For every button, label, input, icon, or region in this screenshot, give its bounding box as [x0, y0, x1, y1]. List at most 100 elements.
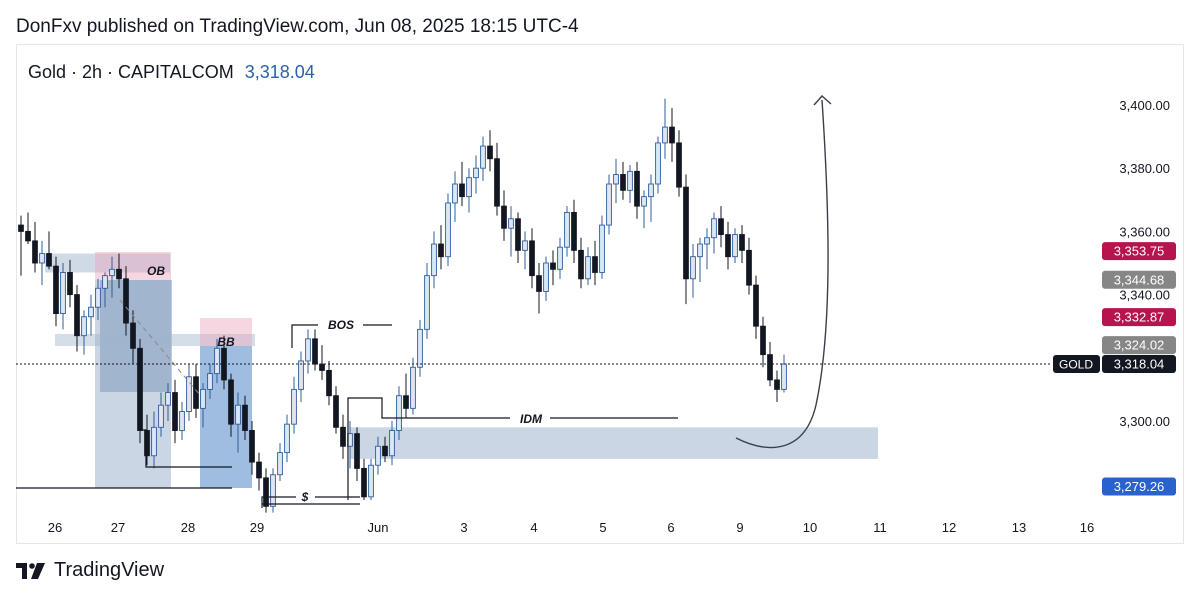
candle-body	[522, 240, 528, 251]
candle	[480, 136, 486, 181]
candle	[109, 256, 115, 298]
candle	[578, 237, 584, 289]
candle	[774, 370, 780, 403]
bb-label: BB	[217, 335, 235, 349]
candle	[130, 310, 136, 365]
candle	[319, 345, 325, 380]
candle-body	[326, 369, 332, 397]
candle	[67, 259, 73, 308]
candle	[361, 458, 367, 500]
symbol-tag-text: GOLD	[1059, 357, 1093, 371]
price-label-box	[1102, 242, 1176, 261]
candle	[263, 468, 269, 513]
candle-body	[599, 224, 605, 273]
structure-line	[140, 429, 232, 468]
candle	[732, 228, 738, 263]
candle-body	[592, 256, 598, 273]
candle-body	[627, 170, 633, 191]
candle	[522, 231, 528, 270]
candle	[326, 360, 332, 406]
candle	[242, 395, 248, 440]
candle-body	[410, 366, 416, 409]
candle	[592, 240, 598, 286]
tradingview-logo-icon	[16, 562, 45, 579]
candle	[508, 206, 514, 257]
candle-body	[116, 268, 122, 280]
x-tick-label: 9	[736, 520, 743, 535]
candle	[494, 142, 500, 216]
candle-body	[669, 126, 675, 144]
candle-body	[389, 430, 395, 457]
candle	[424, 263, 430, 339]
tradingview-brand[interactable]: TradingView	[16, 559, 164, 582]
candle	[739, 225, 745, 263]
candle	[123, 266, 129, 336]
candle-body	[578, 249, 584, 280]
candle	[438, 225, 444, 270]
candle	[340, 414, 346, 459]
candle	[375, 436, 381, 475]
candle	[529, 228, 535, 289]
idm-line-left	[347, 397, 510, 500]
x-tick-label: 3	[460, 520, 467, 535]
symbol-name: Gold · 2h · CAPITALCOM	[28, 62, 234, 82]
price-label-gray: 3,324.02	[1102, 336, 1176, 355]
candle-body	[753, 284, 759, 327]
candle-body	[585, 256, 591, 280]
candle	[88, 294, 94, 336]
x-tick-label: 28	[181, 520, 195, 535]
candle	[102, 272, 108, 308]
candle-body	[179, 411, 185, 431]
candle	[333, 386, 339, 434]
x-tick-label: 10	[803, 520, 817, 535]
candle	[473, 155, 479, 194]
candle	[207, 364, 213, 399]
projection-arrow	[735, 99, 829, 449]
candle-body	[60, 272, 66, 315]
candle-body	[186, 376, 192, 412]
candle-body	[214, 347, 220, 375]
candle	[760, 316, 766, 368]
candle	[186, 364, 192, 421]
candle-body	[697, 243, 703, 258]
candle	[235, 392, 241, 453]
candle-body	[557, 246, 563, 270]
candle	[627, 165, 633, 203]
candle	[151, 411, 157, 469]
candle	[165, 383, 171, 421]
candle	[557, 237, 563, 279]
candle	[60, 263, 66, 330]
candle	[606, 174, 612, 235]
candle	[431, 231, 437, 289]
candle-body	[158, 404, 164, 428]
price-label-box	[1102, 270, 1176, 289]
candle	[32, 221, 38, 273]
candle-body	[361, 467, 367, 498]
x-tick-label: 4	[530, 520, 537, 535]
x-tick-label: 13	[1012, 520, 1026, 535]
x-tick-label: 5	[599, 520, 606, 535]
candle-body	[403, 395, 409, 409]
candle	[270, 468, 276, 513]
price-label-box	[1102, 477, 1176, 496]
candle-body	[487, 145, 493, 160]
candle-body	[200, 388, 206, 409]
candle-body	[172, 392, 178, 431]
candle-body	[151, 426, 157, 457]
symbol-legend[interactable]: Gold · 2h · CAPITALCOM 3,318.04	[28, 62, 315, 83]
y-tick-label: 3,340.00	[1119, 288, 1170, 303]
candle	[655, 136, 661, 194]
price-label-box	[1102, 354, 1176, 373]
candle-body	[515, 218, 521, 251]
price-label-red: 3,353.75	[1102, 242, 1176, 261]
symbol-tag-box	[1053, 354, 1100, 373]
candle-body	[284, 423, 290, 454]
candle-body	[760, 325, 766, 356]
candle	[144, 414, 150, 466]
candle-body	[431, 243, 437, 277]
ob-body-box	[100, 280, 172, 392]
candle-body	[32, 240, 38, 264]
candle	[305, 329, 311, 374]
candle-body	[445, 202, 451, 258]
